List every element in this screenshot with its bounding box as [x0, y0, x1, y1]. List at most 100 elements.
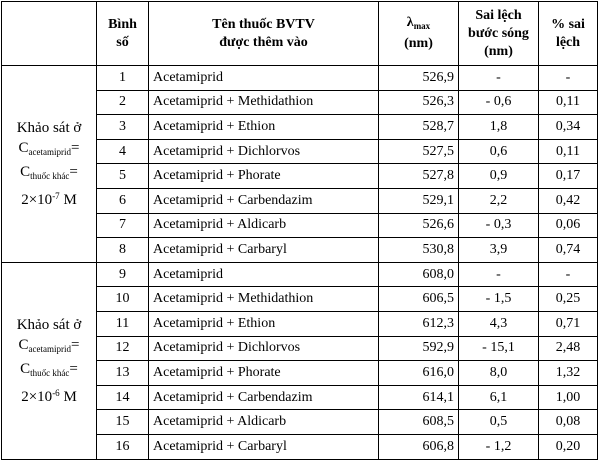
- group-eq2: =: [69, 163, 78, 180]
- header-pesticide-name: Tên thuốc BVTV được thêm vào: [148, 1, 379, 66]
- cell-bottle-no: 11: [96, 310, 149, 337]
- header-pesticide-name-line2: được thêm vào: [219, 34, 308, 50]
- header-lambda-unit: (nm): [404, 36, 433, 51]
- header-lambda-sub: max: [413, 21, 431, 31]
- cell-bottle-no: 10: [96, 286, 149, 312]
- cell-pesticide-name: Acetamiprid + Carbendazim: [148, 187, 379, 214]
- header-lambda-max: λmax (nm): [378, 1, 459, 66]
- header-pesticide-name-line1: Tên thuốc BVTV: [212, 16, 315, 32]
- cell-percent-deviation: 0,25: [538, 286, 598, 312]
- cell-bottle-no: 5: [96, 163, 149, 189]
- cell-lambda-max: 608,0: [378, 261, 459, 288]
- table-row: 5 Acetamiprid + Phorate 527,8 0,9 0,17: [2, 163, 598, 189]
- header-row: Bình số Tên thuốc BVTV được thêm vào λma…: [1, 1, 598, 66]
- cell-lambda-max: 612,3: [378, 310, 459, 337]
- cell-percent-deviation: -: [538, 261, 598, 288]
- header-dev-line1: Sai lệch: [475, 7, 522, 23]
- group-eq1: =: [71, 336, 80, 353]
- group-line1: Khảo sát ở: [16, 316, 82, 333]
- cell-pesticide-name: Acetamiprid + Methidathion: [148, 286, 379, 312]
- cell-lambda-max: 530,8: [378, 237, 459, 263]
- cell-lambda-max: 608,5: [378, 409, 459, 435]
- cell-wavelength-deviation: - 1,5: [458, 286, 539, 312]
- group-conc-unit: M: [59, 191, 77, 208]
- cell-percent-deviation: 0,08: [538, 409, 598, 435]
- pesticide-interference-table: Bình số Tên thuốc BVTV được thêm vào λma…: [1, 1, 598, 460]
- cell-bottle-no: 8: [96, 237, 149, 263]
- cell-bottle-no: 1: [96, 65, 149, 91]
- table-row: 4 Acetamiprid + Dichlorvos 527,5 0,6 0,11: [2, 138, 598, 165]
- cell-percent-deviation: 0,11: [538, 138, 598, 165]
- table-body: Khảo sát ở Cacetamiprid= Cthuốc khác= 2×10-…: [1, 65, 598, 460]
- cell-wavelength-deviation: 0,5: [458, 409, 539, 435]
- cell-percent-deviation: 0,42: [538, 187, 598, 214]
- cell-pesticide-name: Acetamiprid + Carbaryl: [148, 237, 379, 263]
- group-c1: C: [18, 336, 29, 353]
- header-pct-line2: lệch: [555, 34, 581, 50]
- group-c1-sub: acetamiprid: [28, 343, 72, 354]
- cell-percent-deviation: 1,32: [538, 360, 598, 386]
- cell-pesticide-name: Acetamiprid + Phorate: [148, 360, 379, 386]
- group-c2: C: [20, 360, 31, 377]
- header-pct-line1: % sai: [551, 16, 585, 32]
- header-percent-deviation: % sai lệch: [538, 1, 598, 66]
- cell-lambda-max: 529,1: [378, 187, 459, 214]
- cell-pesticide-name: Acetamiprid: [148, 65, 379, 91]
- cell-lambda-max: 527,5: [378, 138, 459, 165]
- cell-percent-deviation: 0,20: [538, 433, 598, 460]
- cell-lambda-max: 526,3: [378, 89, 459, 116]
- cell-bottle-no: 12: [96, 335, 149, 362]
- cell-wavelength-deviation: 8,0: [458, 360, 539, 386]
- cell-percent-deviation: 0,71: [538, 310, 598, 337]
- cell-bottle-no: 4: [96, 138, 149, 165]
- cell-wavelength-deviation: 4,3: [458, 310, 539, 337]
- cell-bottle-no: 2: [96, 89, 149, 116]
- cell-pesticide-name: Acetamiprid + Ethion: [148, 310, 379, 337]
- group-eq2: =: [69, 360, 78, 377]
- group-c2-sub: thuốc khác: [30, 170, 70, 181]
- table-row: 11 Acetamiprid + Ethion 612,3 4,3 0,71: [2, 310, 598, 337]
- group-c1: C: [18, 139, 29, 156]
- cell-bottle-no: 15: [96, 409, 149, 435]
- cell-percent-deviation: 0,34: [538, 114, 598, 140]
- cell-percent-deviation: 1,00: [538, 384, 598, 411]
- table-row: 6 Acetamiprid + Carbendazim 529,1 2,2 0,42: [2, 187, 598, 214]
- cell-pesticide-name: Acetamiprid + Phorate: [148, 163, 379, 189]
- cell-lambda-max: 526,6: [378, 212, 459, 239]
- group-conc-unit: M: [59, 388, 77, 405]
- cell-wavelength-deviation: 0,9: [458, 163, 539, 189]
- cell-bottle-no: 9: [96, 261, 149, 288]
- cell-wavelength-deviation: - 15,1: [458, 335, 539, 362]
- table-row: 7 Acetamiprid + Aldicarb 526,6- 0,3 0,06: [2, 212, 598, 239]
- cell-wavelength-deviation: 1,8: [458, 114, 539, 140]
- cell-lambda-max: 592,9: [378, 335, 459, 362]
- cell-lambda-max: 528,7: [378, 114, 459, 140]
- cell-lambda-max: 526,9: [378, 65, 459, 91]
- cell-wavelength-deviation: 2,2: [458, 187, 539, 214]
- cell-wavelength-deviation: 3,9: [458, 237, 539, 263]
- group-label: Khảo sát ở Cacetamiprid= Cthuốc khác= 2×10-…: [1, 65, 97, 263]
- cell-pesticide-name: Acetamiprid + Ethion: [148, 114, 379, 140]
- group-line1: Khảo sát ở: [16, 119, 82, 136]
- cell-percent-deviation: 0,11: [538, 89, 598, 116]
- cell-bottle-no: 16: [96, 433, 149, 460]
- cell-pesticide-name: Acetamiprid + Dichlorvos: [148, 138, 379, 165]
- header-group: [1, 1, 97, 66]
- table-row: Khảo sát ở Cacetamiprid= Cthuốc khác= 2×10-…: [1, 65, 598, 263]
- cell-lambda-max: 616,0: [378, 360, 459, 386]
- group-c2-sub: thuốc khác: [30, 367, 70, 378]
- header-lambda-symbol: λ: [406, 15, 414, 30]
- cell-wavelength-deviation: - 0,3: [458, 212, 539, 239]
- cell-wavelength-deviation: 0,6: [458, 138, 539, 165]
- cell-percent-deviation: 2,48: [538, 335, 598, 362]
- group-conc-exp: -6: [52, 387, 60, 398]
- cell-bottle-no: 3: [96, 114, 149, 140]
- cell-percent-deviation: -: [538, 65, 598, 91]
- table-row: 2 Acetamiprid + Methidathion 526,3- 0,6 0,1…: [2, 89, 598, 116]
- cell-pesticide-name: Acetamiprid + Dichlorvos: [148, 335, 379, 362]
- group-c2: C: [20, 163, 31, 180]
- cell-lambda-max: 527,8: [378, 163, 459, 189]
- header-dev-line3: (nm): [484, 43, 513, 59]
- cell-lambda-max: 614,1: [378, 384, 459, 411]
- group-conc-base: 2×10: [21, 388, 53, 405]
